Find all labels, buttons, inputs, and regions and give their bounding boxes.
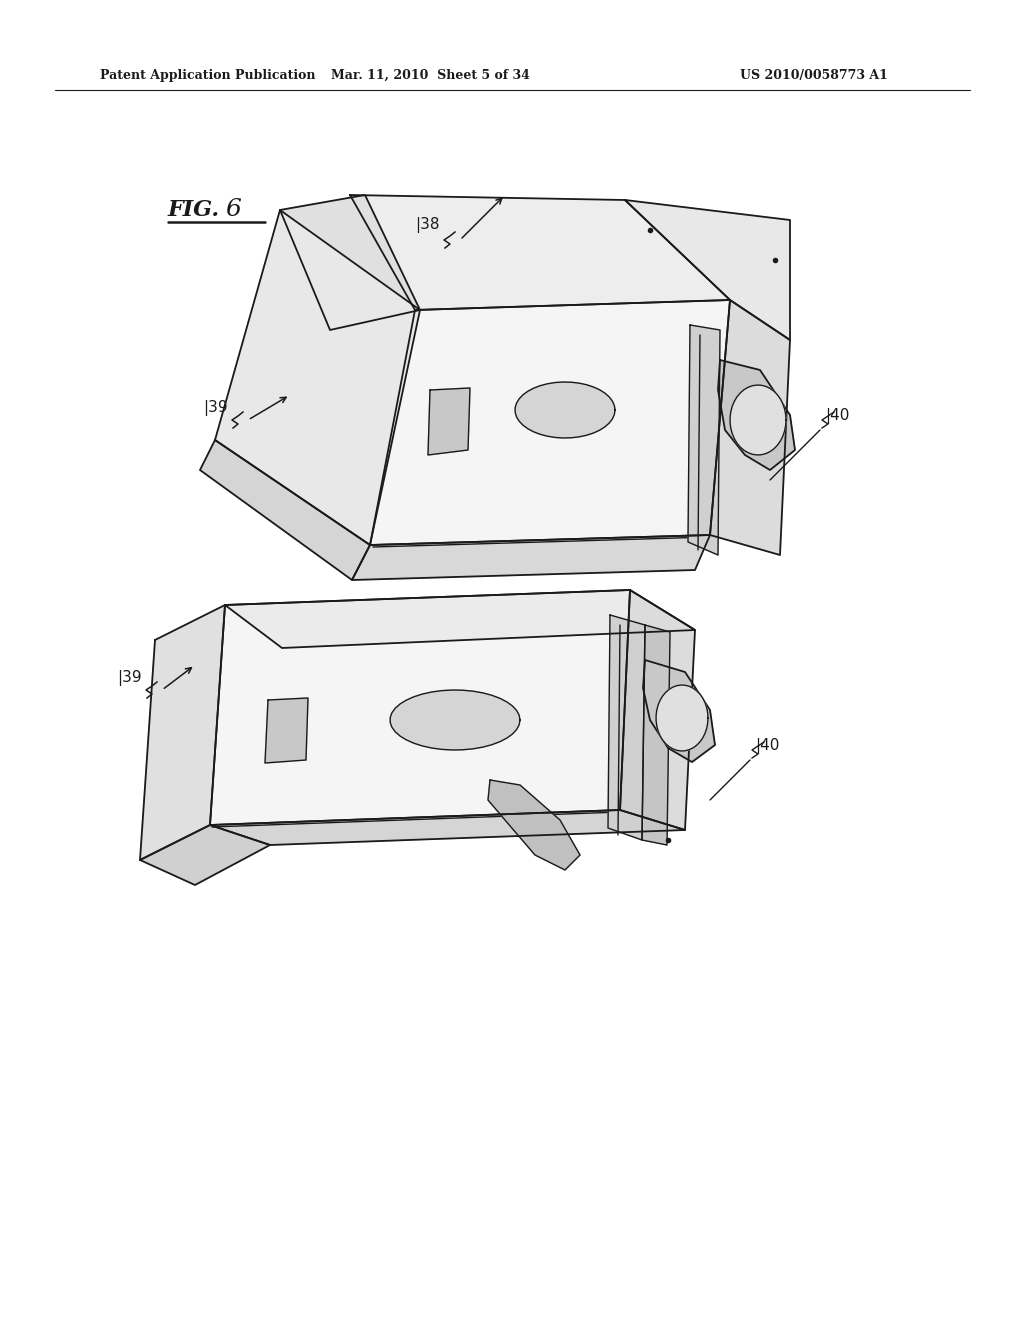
Polygon shape xyxy=(225,590,695,648)
Polygon shape xyxy=(265,698,308,763)
Text: US 2010/0058773 A1: US 2010/0058773 A1 xyxy=(740,69,888,82)
Polygon shape xyxy=(656,685,708,751)
Text: |40: |40 xyxy=(825,408,849,424)
Polygon shape xyxy=(390,690,520,750)
Polygon shape xyxy=(642,624,670,845)
Polygon shape xyxy=(370,300,730,545)
Text: Mar. 11, 2010  Sheet 5 of 34: Mar. 11, 2010 Sheet 5 of 34 xyxy=(331,69,529,82)
Polygon shape xyxy=(710,300,790,554)
Polygon shape xyxy=(730,385,786,455)
Text: |40: |40 xyxy=(755,738,779,754)
Text: FIG.: FIG. xyxy=(168,199,220,220)
Polygon shape xyxy=(488,780,580,870)
Polygon shape xyxy=(625,201,790,341)
Polygon shape xyxy=(428,388,470,455)
Polygon shape xyxy=(515,381,615,438)
Polygon shape xyxy=(140,825,270,884)
Polygon shape xyxy=(210,810,685,845)
Polygon shape xyxy=(643,660,715,762)
Polygon shape xyxy=(620,590,695,830)
Polygon shape xyxy=(215,210,420,545)
Polygon shape xyxy=(350,195,730,310)
Polygon shape xyxy=(210,590,630,825)
Polygon shape xyxy=(140,605,225,861)
Text: |39: |39 xyxy=(204,400,228,416)
Polygon shape xyxy=(280,195,420,330)
Polygon shape xyxy=(718,360,795,470)
Polygon shape xyxy=(688,325,720,554)
Text: |39: |39 xyxy=(118,671,142,686)
Text: |38: |38 xyxy=(416,216,440,234)
Polygon shape xyxy=(608,615,645,840)
Polygon shape xyxy=(200,440,370,579)
Text: Patent Application Publication: Patent Application Publication xyxy=(100,69,315,82)
Polygon shape xyxy=(352,535,710,579)
Text: 6: 6 xyxy=(225,198,241,222)
